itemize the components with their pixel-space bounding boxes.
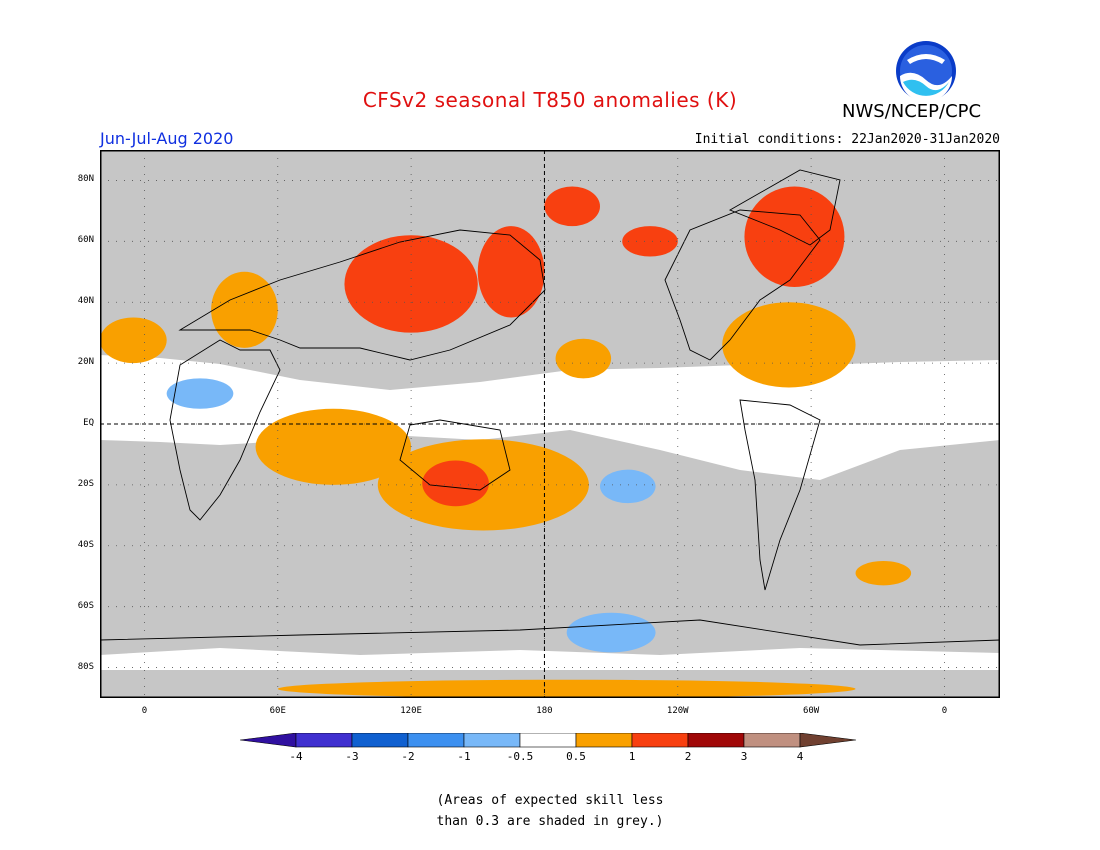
anomaly-region-10 xyxy=(422,460,489,507)
colorbar-swatch-7 xyxy=(631,733,689,748)
anomaly-region-15 xyxy=(566,612,656,653)
anomaly-region-6 xyxy=(855,561,912,586)
noaa-logo-icon xyxy=(896,41,956,102)
anomaly-region-2 xyxy=(211,271,278,348)
forecast-period: Jun-Jul-Aug 2020 xyxy=(100,129,234,148)
anomaly-region-5 xyxy=(100,317,167,364)
colorbar-swatch-4 xyxy=(463,733,521,748)
anomaly-region-7 xyxy=(277,679,856,698)
lon-label: 0 xyxy=(141,706,148,716)
lat-label: 60N xyxy=(77,235,94,246)
lat-label: EQ xyxy=(83,418,94,428)
colorbar-label: 3 xyxy=(740,750,748,763)
lat-label: 20S xyxy=(77,478,94,489)
anomaly-region-11 xyxy=(544,186,600,227)
lat-label: 80S xyxy=(77,661,94,672)
colorbar-label: -0.5 xyxy=(506,750,534,763)
initial-conditions: Initial conditions: 22Jan2020-31Jan2020 xyxy=(694,132,1000,147)
anomaly-region-9 xyxy=(477,226,545,318)
anomaly-region-3 xyxy=(555,338,612,379)
lat-label: 60S xyxy=(77,600,94,611)
anomaly-region-14 xyxy=(600,469,656,504)
skill-note-line-1: (Areas of expected skill less xyxy=(436,793,664,808)
colorbar-swatch-2 xyxy=(351,733,409,748)
antarctic-near-normal xyxy=(100,648,1000,670)
chart-title: CFSv2 seasonal T850 anomalies (K) xyxy=(362,88,738,112)
colorbar-swatch-3 xyxy=(407,733,465,748)
lat-label: 40S xyxy=(77,539,94,550)
colorbar-swatch-0 xyxy=(240,733,297,748)
colorbar-swatch-5 xyxy=(519,733,577,748)
agency-label: NWS/NCEP/CPC xyxy=(842,101,982,122)
map-frame xyxy=(100,150,1000,698)
colorbar-swatch-9 xyxy=(743,733,801,748)
colorbar-label: -4 xyxy=(289,750,303,763)
lat-label: 40N xyxy=(77,296,94,307)
colorbar-label: -2 xyxy=(401,750,415,763)
colorbar-swatch-1 xyxy=(295,733,353,748)
anomaly-region-4 xyxy=(722,302,856,388)
colorbar-label: 1 xyxy=(628,750,636,763)
anomaly-region-16 xyxy=(166,378,234,409)
skill-note-line-2: than 0.3 are shaded in grey.) xyxy=(436,814,664,829)
anomaly-region-8 xyxy=(344,235,478,333)
lon-label: 0 xyxy=(941,706,948,716)
colorbar-swatch-10 xyxy=(799,733,857,748)
skill-note: (Areas of expected skill less than 0.3 a… xyxy=(0,790,1100,832)
colorbar-label: 2 xyxy=(684,750,692,763)
coastlines xyxy=(100,169,1000,646)
colorbar-label: 4 xyxy=(796,750,804,763)
colorbar-swatch-6 xyxy=(575,733,633,748)
lat-label: 20N xyxy=(77,357,94,368)
colorbar-swatch-8 xyxy=(687,733,745,748)
colorbar xyxy=(240,733,857,748)
anomaly-region-13 xyxy=(622,226,678,257)
anomaly-map xyxy=(100,150,1000,698)
lon-label: 120E xyxy=(400,706,422,716)
lon-label: 60W xyxy=(802,706,820,716)
lon-label: 180 xyxy=(536,706,553,716)
colorbar-label: 0.5 xyxy=(566,750,586,763)
lat-label: 80N xyxy=(77,174,94,185)
colorbar-label: -3 xyxy=(345,750,359,763)
lon-label: 60E xyxy=(269,706,286,716)
anomaly-region-1 xyxy=(255,408,412,485)
colorbar-label: -1 xyxy=(457,750,471,763)
lon-label: 120W xyxy=(666,706,689,716)
